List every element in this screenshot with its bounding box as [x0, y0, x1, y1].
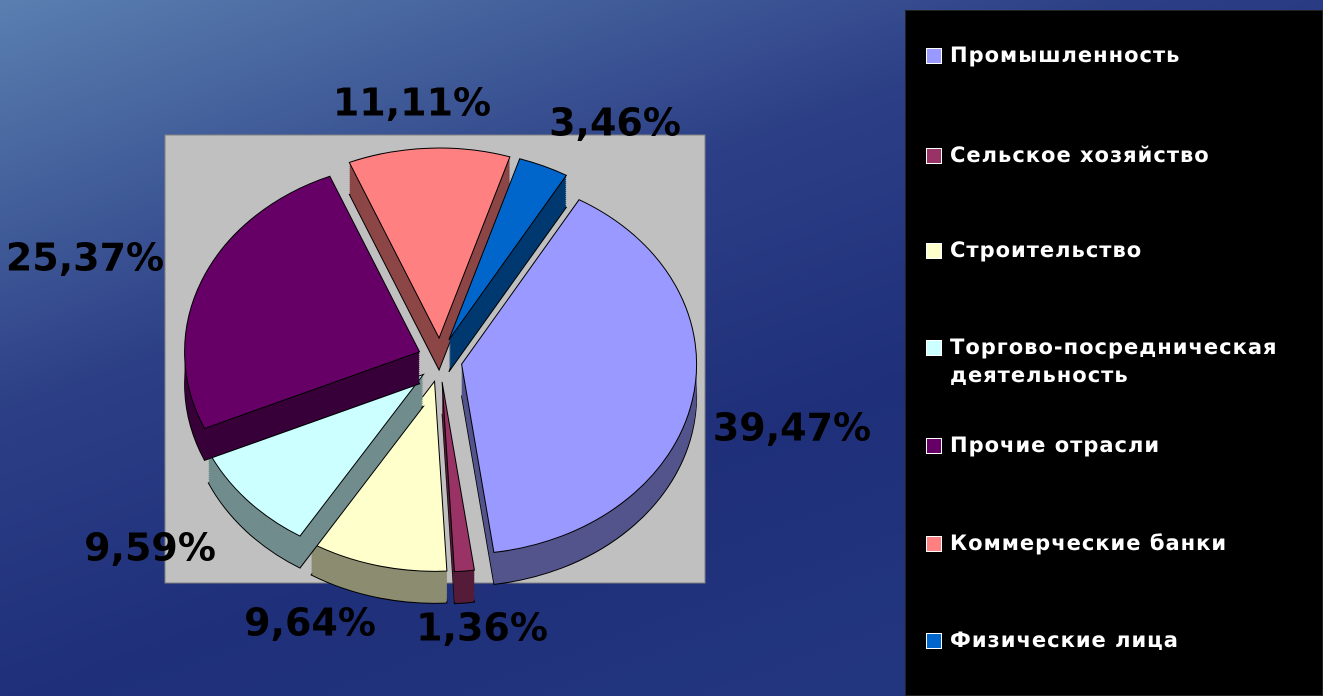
legend-swatch [926, 340, 942, 356]
slice-top [310, 379, 448, 572]
slice [207, 373, 425, 569]
data-label: 25,37% [6, 236, 164, 280]
legend-label: Промышленность [950, 43, 1181, 67]
legend: Промышленность Сельское хозяйство Строител… [905, 10, 1323, 696]
slice-top [348, 147, 511, 340]
legend-label: Прочие отрасли [950, 433, 1161, 457]
legend-item: Коммерческие банки [926, 529, 1316, 557]
slice [184, 175, 421, 462]
data-label: 11,11% [333, 81, 491, 125]
legend-item: Прочие отрасли [926, 431, 1316, 459]
legend-swatch [926, 438, 942, 454]
data-label: 1,36% [416, 606, 548, 650]
legend-item: Торгово-посредническая деятельность [926, 333, 1316, 389]
data-label: 9,59% [84, 526, 216, 570]
legend-item: Физические лица [926, 626, 1316, 654]
legend-label: Торгово-посредническая деятельность [950, 335, 1278, 387]
slice [448, 158, 568, 373]
legend-swatch [926, 633, 942, 649]
slice-top [448, 158, 568, 341]
slice [441, 381, 476, 605]
legend-label: Физические лица [950, 628, 1179, 652]
legend-swatch [926, 48, 942, 64]
slice [348, 147, 511, 372]
legend-item: Промышленность [926, 41, 1316, 69]
legend-swatch [926, 536, 942, 552]
slice-top [461, 199, 698, 553]
chart: 39,47% 1,36% 9,64% 9,59% 25,37% 11,11% 3,46% [6, 81, 871, 650]
data-label: 39,47% [713, 406, 871, 450]
slice-top [441, 381, 476, 573]
data-label: 3,46% [549, 101, 681, 145]
legend-item: Строительство [926, 236, 1316, 264]
slice-top [184, 175, 421, 430]
legend-label: Коммерческие банки [950, 531, 1228, 555]
legend-label: Сельское хозяйство [950, 143, 1210, 167]
legend-swatch [926, 148, 942, 164]
legend-label: Строительство [950, 238, 1143, 262]
slice [310, 379, 448, 604]
legend-swatch [926, 243, 942, 259]
slice [461, 199, 698, 585]
data-label: 9,64% [244, 601, 376, 645]
legend-item: Сельское хозяйство [926, 141, 1316, 169]
